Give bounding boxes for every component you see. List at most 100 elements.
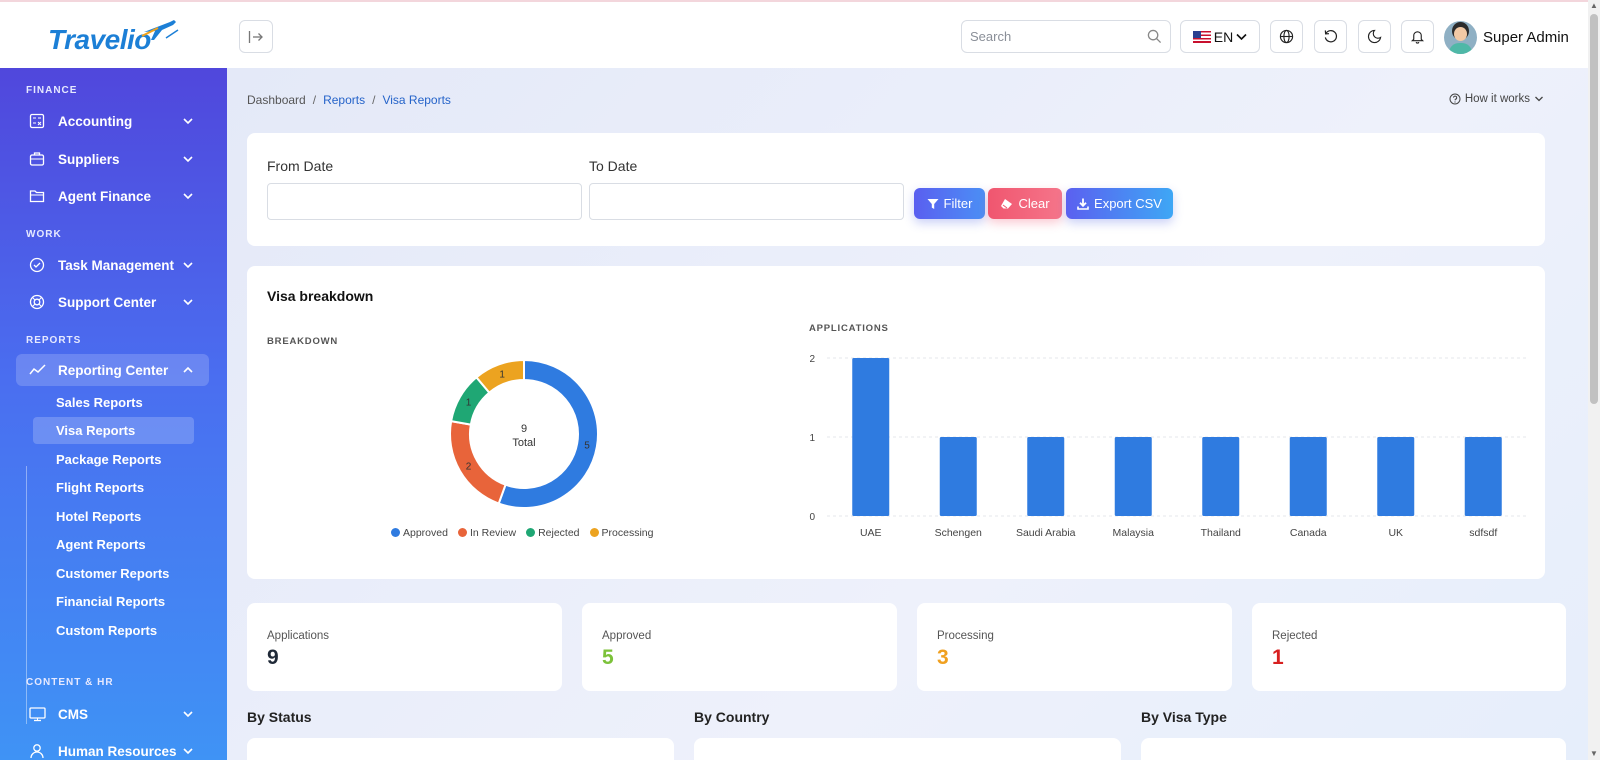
x-tick-label: sdfsdf [1469,527,1497,539]
chevron-down-icon [1236,33,1247,40]
user-menu[interactable]: Super Admin [1444,20,1569,54]
avatar [1444,20,1477,54]
sidebar-item-label: Task Management [58,257,175,273]
sidebar-subitem-sales-reports[interactable]: Sales Reports [56,395,143,410]
donut-slice-label: 5 [584,441,590,452]
sidebar-subitem-visa-reports[interactable]: Visa Reports [33,417,194,444]
trend-line-icon [28,361,46,379]
legend-item-rejected[interactable]: Rejected [526,527,580,539]
legend-dot [589,528,599,537]
export-csv-button-label: Export CSV [1094,196,1162,211]
sidebar-item-label: Accounting [58,113,133,129]
sidebar-subitem-agent-reports[interactable]: Agent Reports [56,537,146,552]
sidebar-item-label: Suppliers [58,151,120,167]
bar-schengen[interactable] [939,437,977,516]
sidebar-item-cms[interactable]: CMS [16,698,209,730]
airplane-icon [141,20,179,40]
sidebar-item-task-management[interactable]: Task Management [16,249,209,281]
bar-uae[interactable] [852,358,890,516]
legend-label: Rejected [538,527,580,539]
scroll-up-arrow[interactable]: ▲ [1590,1,1598,10]
group-title-by-country: By Country [694,709,770,725]
sidebar-item-agent-finance[interactable]: Agent Finance [16,180,209,212]
bar-canada[interactable] [1289,437,1327,516]
section-title-work: WORK [26,229,62,240]
folder-icon [28,187,46,205]
brand-name: Travelio [48,24,151,55]
chevron-up-icon [183,366,193,373]
bar-thailand[interactable] [1202,437,1240,516]
us-flag-icon [1192,30,1211,43]
notifications-button[interactable] [1401,20,1434,53]
export-csv-button[interactable]: Export CSV [1066,188,1173,219]
group-title-by-visa-type: By Visa Type [1141,709,1227,725]
sidebar-subitem-custom-reports[interactable]: Custom Reports [56,623,158,638]
legend-label: In Review [469,527,517,539]
collapse-icon [248,30,263,43]
bar-saudi-arabia[interactable] [1027,437,1065,516]
bar-malaysia[interactable] [1114,437,1152,516]
stat-label: Processing [937,630,994,642]
filter-button[interactable]: Filter [914,188,985,219]
scroll-thumb[interactable] [1590,14,1598,404]
user-name: Super Admin [1483,28,1569,46]
legend-label: Approved [403,527,448,539]
legend-item-in-review[interactable]: In Review [457,527,517,539]
legend-item-processing[interactable]: Processing [589,527,653,539]
how-it-works-label: How it works [1464,93,1530,105]
sidebar-item-accounting[interactable]: Accounting [16,105,209,137]
group-card-by-visa-type [1141,738,1566,760]
chevron-down-icon [183,193,193,200]
breakdown-label: BREAKDOWN [267,336,339,347]
legend-dot [526,528,536,537]
search-box [961,20,1171,53]
from-date-input[interactable] [267,183,582,220]
legend-item-approved[interactable]: Approved [391,527,448,539]
sidebar-subitem-customer-reports[interactable]: Customer Reports [56,566,170,581]
x-tick-label: Schengen [935,527,982,539]
from-date-label: From Date [267,158,334,174]
search-icon[interactable] [1147,29,1162,44]
globe-button[interactable] [1270,20,1303,53]
sidebar-subitem-financial-reports[interactable]: Financial Reports [56,594,166,609]
sidebar-toggle-button[interactable] [239,20,273,53]
help-circle-icon [1449,93,1461,105]
group-card-by-status [247,738,674,760]
sidebar-subitem-hotel-reports[interactable]: Hotel Reports [56,509,142,524]
check-circle-icon [28,256,46,274]
sidebar-item-human-resources[interactable]: Human Resources [16,735,209,760]
refresh-button[interactable] [1314,20,1347,53]
sidebar-item-suppliers[interactable]: Suppliers [16,143,209,175]
breadcrumb-reports[interactable]: Reports [323,93,366,107]
sidebar-subitem-package-reports[interactable]: Package Reports [56,452,162,467]
donut-slice-approved[interactable] [497,358,599,509]
stat-card-processing: Processing 3 [917,603,1232,691]
clear-button[interactable]: Clear [988,188,1062,219]
theme-toggle-button[interactable] [1358,20,1391,53]
chart-section-title: Visa breakdown [267,288,374,304]
stat-value: 5 [602,646,614,669]
how-it-works-toggle[interactable]: How it works [1449,93,1544,105]
chevron-down-icon [183,156,193,163]
bar-sdfsdf[interactable] [1464,437,1502,516]
bar-uk[interactable] [1377,437,1415,516]
calculator-icon [28,112,46,130]
to-date-input[interactable] [589,183,904,220]
section-title-finance: FINANCE [26,85,78,96]
donut-slice-processing[interactable] [475,358,525,395]
donut-slice-in-review[interactable] [449,419,507,505]
sidebar-item-reporting-center[interactable]: Reporting Center [16,354,209,386]
breadcrumb-dashboard[interactable]: Dashboard [247,93,306,107]
brand-logo[interactable]: Travelio [48,16,179,56]
moon-icon [1367,29,1382,44]
sidebar-item-support-center[interactable]: Support Center [16,286,209,318]
sidebar-subitem-flight-reports[interactable]: Flight Reports [56,480,145,495]
sidebar-item-label: Agent Finance [58,188,152,204]
language-selector[interactable]: EN [1180,20,1260,53]
page-scrollbar[interactable]: ▲ ▼ [1588,0,1600,760]
chevron-down-icon [183,748,193,755]
donut-center-label: Total [512,437,535,449]
user-icon [28,742,46,760]
search-input[interactable] [970,29,1147,44]
scroll-down-arrow[interactable]: ▼ [1590,749,1598,758]
